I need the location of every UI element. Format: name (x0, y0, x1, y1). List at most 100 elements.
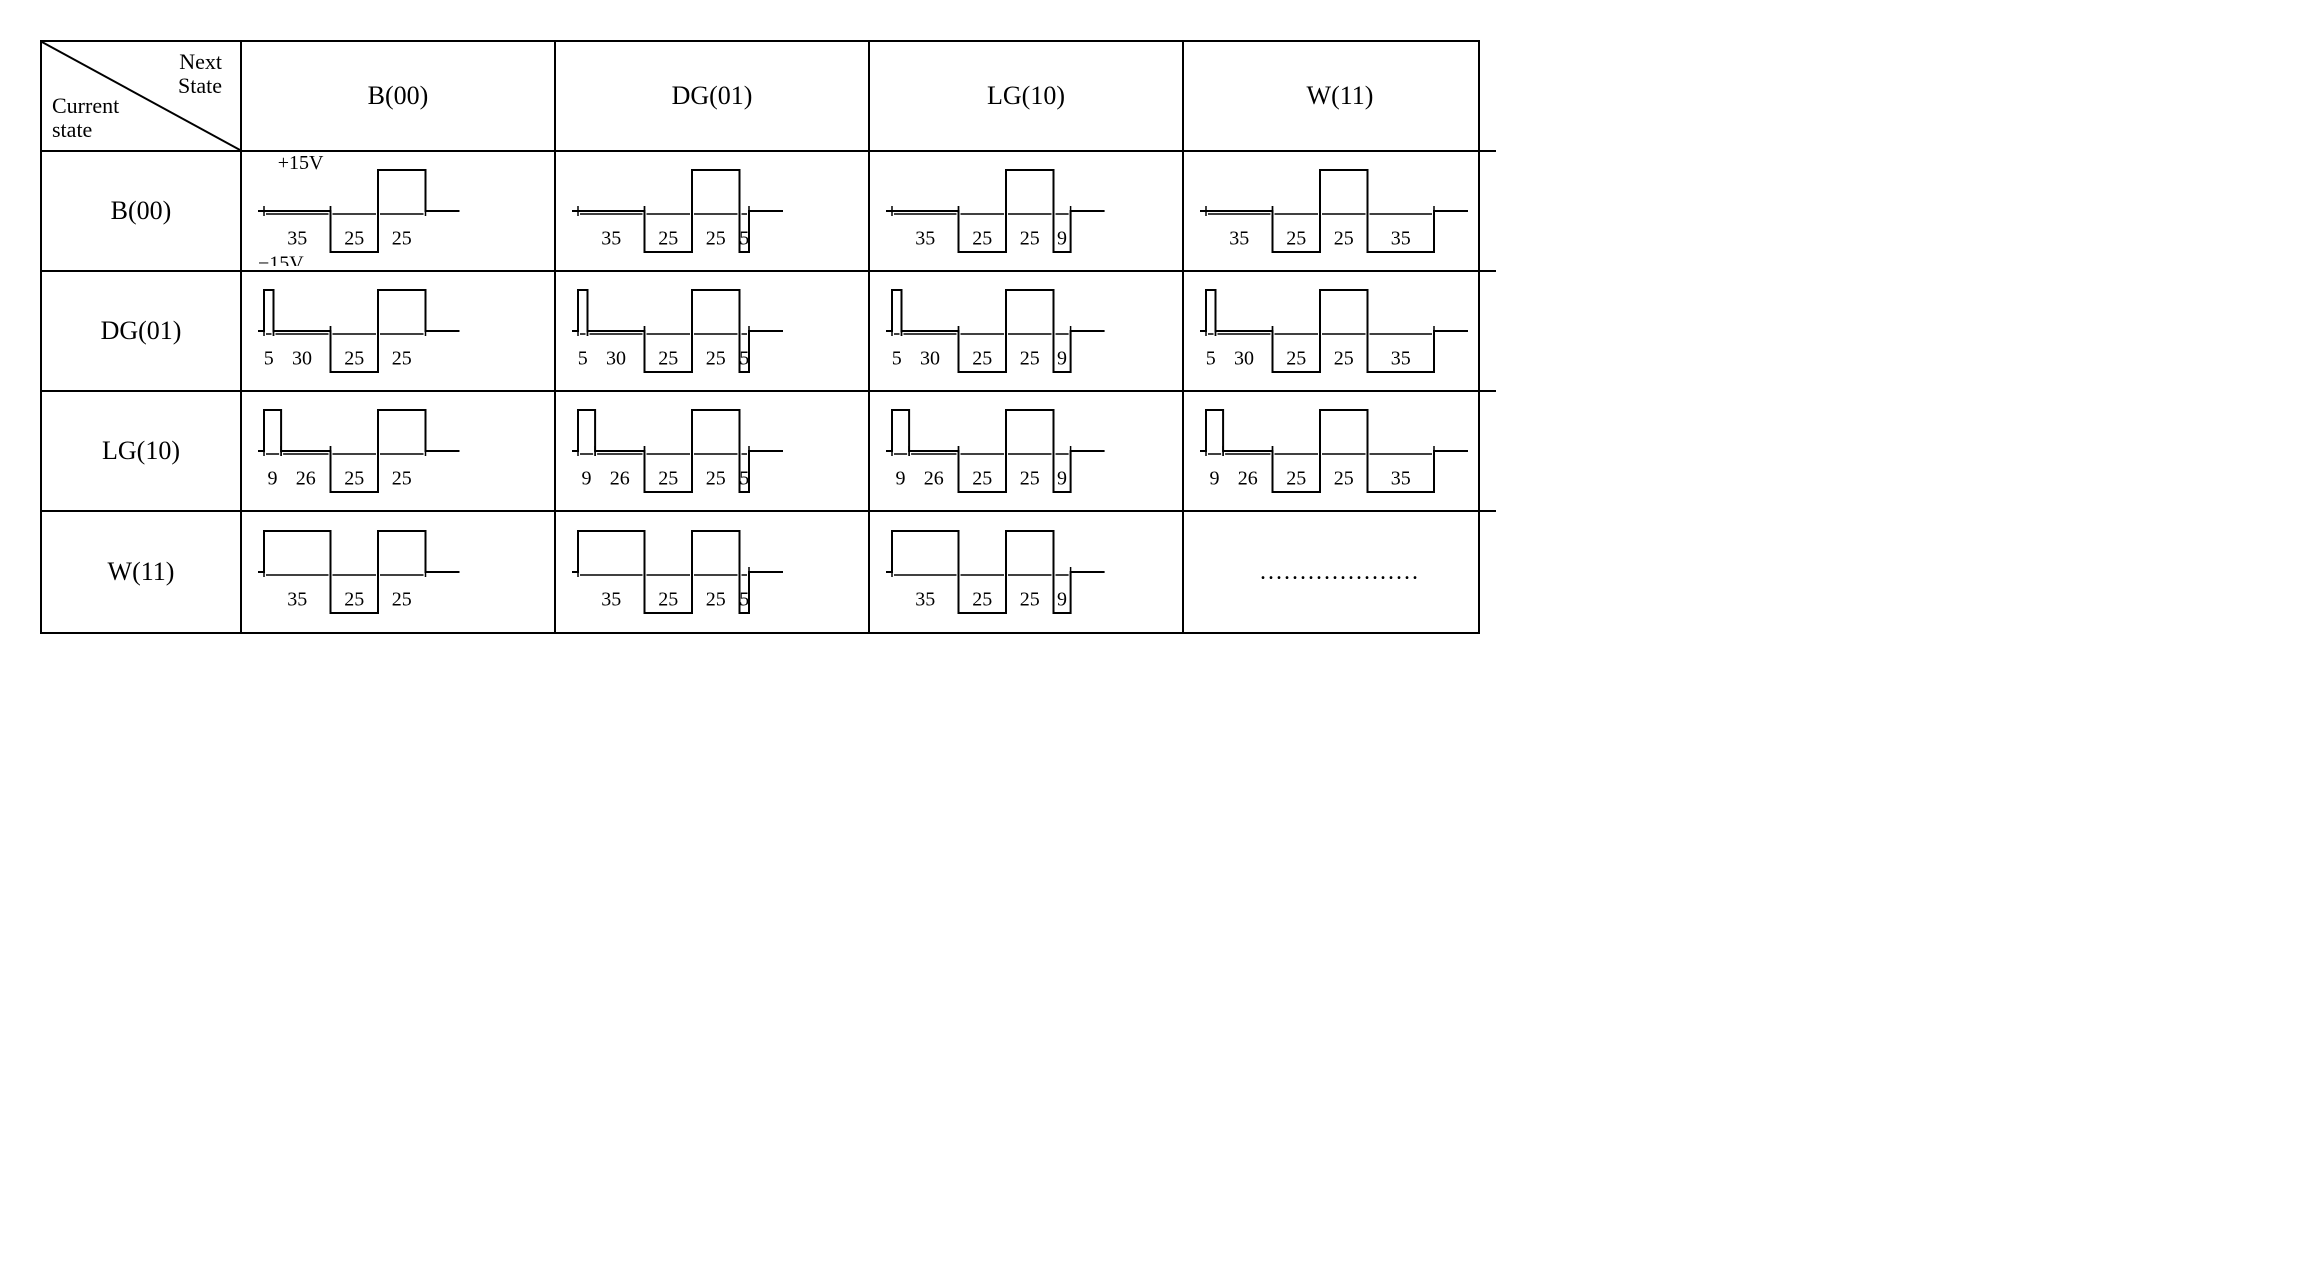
svg-text:25: 25 (1286, 348, 1306, 370)
waveform-svg: 92625255 (562, 396, 862, 506)
waveform-cell: .................... (1184, 512, 1496, 632)
waveform-svg: 92625259 (876, 396, 1176, 506)
waveform-cell: 5 30 25 25 5 (556, 272, 870, 392)
svg-text:9: 9 (582, 468, 592, 490)
svg-text:5: 5 (578, 348, 588, 370)
svg-text:35: 35 (287, 589, 307, 611)
svg-text:25: 25 (1020, 228, 1040, 250)
svg-text:−15V: −15V (258, 253, 304, 266)
svg-text:25: 25 (344, 468, 364, 490)
svg-text:25: 25 (344, 589, 364, 611)
svg-text:9: 9 (268, 468, 278, 490)
svg-text:30: 30 (292, 348, 312, 370)
svg-text:5: 5 (739, 468, 749, 490)
waveform-cell: 92625255 (556, 392, 870, 512)
svg-text:5: 5 (1206, 348, 1216, 370)
svg-text:25: 25 (344, 228, 364, 250)
waveform-cell: 35 25 25 35 (1184, 152, 1496, 272)
svg-text:25: 25 (1286, 468, 1306, 490)
waveform-svg: 5 30 25 25 (248, 276, 548, 386)
waveform-cell: 5 30 25 25 9 (870, 272, 1184, 392)
svg-text:5: 5 (739, 348, 749, 370)
col-header: DG(01) (556, 42, 870, 152)
header-current-state-label: Current state (52, 94, 119, 142)
waveform-cell: 35 25 25 9 (870, 152, 1184, 272)
row-header: LG(10) (42, 392, 242, 512)
svg-text:5: 5 (739, 589, 749, 611)
svg-text:35: 35 (1391, 228, 1411, 250)
svg-text:25: 25 (344, 348, 364, 370)
svg-text:5: 5 (264, 348, 274, 370)
svg-text:9: 9 (1057, 589, 1067, 611)
no-change-dots: .................... (1260, 559, 1420, 586)
svg-text:25: 25 (1334, 468, 1354, 490)
svg-text:25: 25 (1020, 468, 1040, 490)
svg-text:25: 25 (392, 228, 412, 250)
svg-text:35: 35 (601, 589, 621, 611)
svg-text:35: 35 (915, 589, 935, 611)
waveform-svg: 35 25 25 9 (876, 156, 1176, 266)
svg-text:25: 25 (1286, 228, 1306, 250)
svg-text:30: 30 (606, 348, 626, 370)
svg-text:25: 25 (706, 589, 726, 611)
svg-text:25: 25 (972, 348, 992, 370)
svg-text:25: 25 (1020, 348, 1040, 370)
svg-text:25: 25 (972, 589, 992, 611)
svg-text:35: 35 (287, 228, 307, 250)
col-header: B(00) (242, 42, 556, 152)
svg-text:25: 25 (658, 228, 678, 250)
waveform-svg: 5 30 25 25 35 (1190, 276, 1490, 386)
waveform-cell: 35 25 25 5 (556, 512, 870, 632)
row-header: B(00) (42, 152, 242, 272)
header-next-state-label: Next State (178, 50, 222, 98)
svg-text:30: 30 (1234, 348, 1254, 370)
svg-text:5: 5 (892, 348, 902, 370)
waveform-cell: 926252535 (1184, 392, 1496, 512)
waveform-svg: 5 30 25 25 5 (562, 276, 862, 386)
svg-text:5: 5 (739, 228, 749, 250)
svg-text:35: 35 (915, 228, 935, 250)
waveform-svg: 35 25 25 5 (562, 517, 862, 627)
svg-text:25: 25 (706, 348, 726, 370)
svg-text:25: 25 (392, 589, 412, 611)
svg-text:30: 30 (920, 348, 940, 370)
svg-text:9: 9 (1210, 468, 1220, 490)
waveform-lookup-table: Next State Current state B(00) DG(01) LG… (40, 40, 1480, 634)
svg-text:26: 26 (924, 468, 944, 490)
waveform-svg: 35 25 25 35 (1190, 156, 1490, 266)
header-diagonal-cell: Next State Current state (42, 42, 242, 152)
svg-text:25: 25 (392, 348, 412, 370)
col-header: LG(10) (870, 42, 1184, 152)
svg-text:26: 26 (1238, 468, 1258, 490)
waveform-cell: 92625259 (870, 392, 1184, 512)
svg-text:25: 25 (392, 468, 412, 490)
svg-text:+15V: +15V (278, 156, 324, 174)
svg-text:25: 25 (1020, 589, 1040, 611)
waveform-cell: 3525255 (556, 152, 870, 272)
svg-text:25: 25 (1334, 348, 1354, 370)
svg-text:35: 35 (1229, 228, 1249, 250)
svg-text:25: 25 (706, 228, 726, 250)
svg-text:25: 25 (1334, 228, 1354, 250)
waveform-svg: 926252535 (1190, 396, 1490, 506)
waveform-cell: 35 25 25 +15V −15V (242, 152, 556, 272)
svg-text:25: 25 (658, 589, 678, 611)
waveform-svg: 3525255 (562, 156, 862, 266)
waveform-cell: 35 25 25 (242, 512, 556, 632)
svg-text:26: 26 (610, 468, 630, 490)
waveform-svg: 35 25 25 +15V −15V (248, 156, 548, 266)
svg-text:25: 25 (658, 348, 678, 370)
svg-text:25: 25 (658, 468, 678, 490)
waveform-svg: 35 25 25 9 (876, 517, 1176, 627)
svg-text:35: 35 (1391, 348, 1411, 370)
waveform-cell: 35 25 25 9 (870, 512, 1184, 632)
waveform-svg: 35 25 25 (248, 517, 548, 627)
waveform-svg: 5 30 25 25 9 (876, 276, 1176, 386)
svg-text:9: 9 (896, 468, 906, 490)
svg-text:9: 9 (1057, 228, 1067, 250)
svg-text:25: 25 (972, 468, 992, 490)
svg-text:25: 25 (972, 228, 992, 250)
waveform-svg: 9262525 (248, 396, 548, 506)
waveform-cell: 5 30 25 25 35 (1184, 272, 1496, 392)
svg-text:9: 9 (1057, 348, 1067, 370)
